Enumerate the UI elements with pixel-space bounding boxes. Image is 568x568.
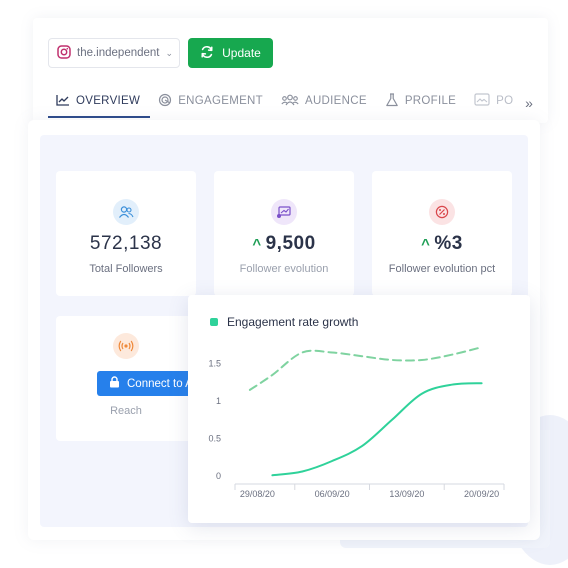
y-tick-label: 0.5	[208, 434, 221, 444]
line-chart-icon	[56, 94, 70, 109]
total-followers-value: 572,138	[89, 233, 163, 254]
tab-label: ENGAGEMENT	[178, 95, 263, 107]
y-tick-label: 0	[216, 471, 221, 481]
total-followers-label: Total Followers	[89, 263, 163, 275]
header-card: the.independent ⌄ Update OVERVIEW	[33, 18, 548, 123]
account-name: the.independent	[77, 47, 160, 59]
tab-engagement[interactable]: ENGAGEMENT	[150, 84, 273, 118]
engagement-chart: 0 0.5 1 1.5 29/08/20 06/09/20 13/09/20 20/09/20	[208, 346, 505, 499]
engagement-icon	[158, 93, 172, 110]
chart-title: Engagement rate growth	[227, 315, 359, 329]
y-tick-label: 1	[216, 396, 221, 406]
update-button[interactable]: Update	[188, 38, 273, 68]
percent-icon	[429, 199, 455, 225]
chevron-down-icon: ⌄	[165, 47, 174, 58]
double-chevron-right-icon: »	[525, 95, 533, 111]
follower-evolution-pct-label: Follower evolution pct	[388, 263, 496, 275]
lock-icon	[109, 376, 120, 391]
reach-label: Reach	[110, 405, 142, 417]
stat-card-total-followers: 572,138 Total Followers	[56, 171, 196, 296]
x-tick-label: 29/08/20	[240, 489, 275, 499]
connect-account-button[interactable]: Connect to A	[97, 371, 196, 396]
tab-label: OVERVIEW	[76, 95, 141, 107]
tab-bar: OVERVIEW ENGAGEMENT AUDIENCE PROFILE	[48, 84, 543, 118]
flask-icon	[385, 92, 399, 110]
chart-legend: Engagement rate growth	[210, 315, 358, 329]
users-icon	[113, 199, 139, 225]
stat-card-follower-evolution-pct: ^ %3 Follower evolution pct	[372, 171, 512, 296]
stat-card-reach: Connect to A Reach	[56, 316, 196, 441]
tab-profile[interactable]: PROFILE	[377, 84, 466, 118]
stat-card-follower-evolution: ^ 9,500 Follower evolution	[214, 171, 354, 296]
tabs-scroll-right-button[interactable]: »	[518, 92, 540, 114]
x-tick-label: 06/09/20	[315, 489, 350, 499]
tab-audience[interactable]: AUDIENCE	[273, 84, 377, 118]
tab-label: AUDIENCE	[304, 95, 367, 107]
follower-evolution-pct-value: %3	[434, 233, 463, 254]
tab-overview[interactable]: OVERVIEW	[48, 84, 151, 118]
tab-posts[interactable]: PO	[466, 84, 523, 118]
y-tick-label: 1.5	[208, 359, 221, 369]
series-line-dashed	[248, 346, 483, 391]
legend-swatch	[210, 318, 218, 326]
posts-icon	[474, 93, 490, 109]
tab-label: PROFILE	[404, 95, 457, 107]
follower-evolution-label: Follower evolution	[239, 263, 329, 275]
follower-evolution-pct-value-row: ^ %3	[421, 233, 463, 255]
instagram-icon	[57, 44, 71, 62]
audience-icon	[281, 94, 299, 109]
tab-label: PO	[496, 95, 514, 107]
reach-icon	[113, 333, 139, 359]
update-label: Update	[222, 46, 261, 60]
engagement-chart-card: 0 0.5 1 1.5 29/08/20 06/09/20 13/09/20 20/09/20…	[188, 295, 530, 523]
growth-icon	[271, 199, 297, 225]
connect-label: Connect to A	[127, 377, 193, 390]
account-select[interactable]: the.independent ⌄	[48, 38, 180, 68]
arrow-up-icon: ^	[252, 235, 262, 253]
arrow-up-icon: ^	[421, 235, 431, 253]
follower-evolution-value: 9,500	[265, 233, 316, 254]
series-line-engagement	[271, 382, 483, 477]
x-tick-label: 20/09/20	[464, 489, 499, 499]
refresh-icon	[200, 45, 214, 62]
follower-evolution-value-row: ^ 9,500	[252, 233, 315, 255]
x-tick-label: 13/09/20	[389, 489, 424, 499]
